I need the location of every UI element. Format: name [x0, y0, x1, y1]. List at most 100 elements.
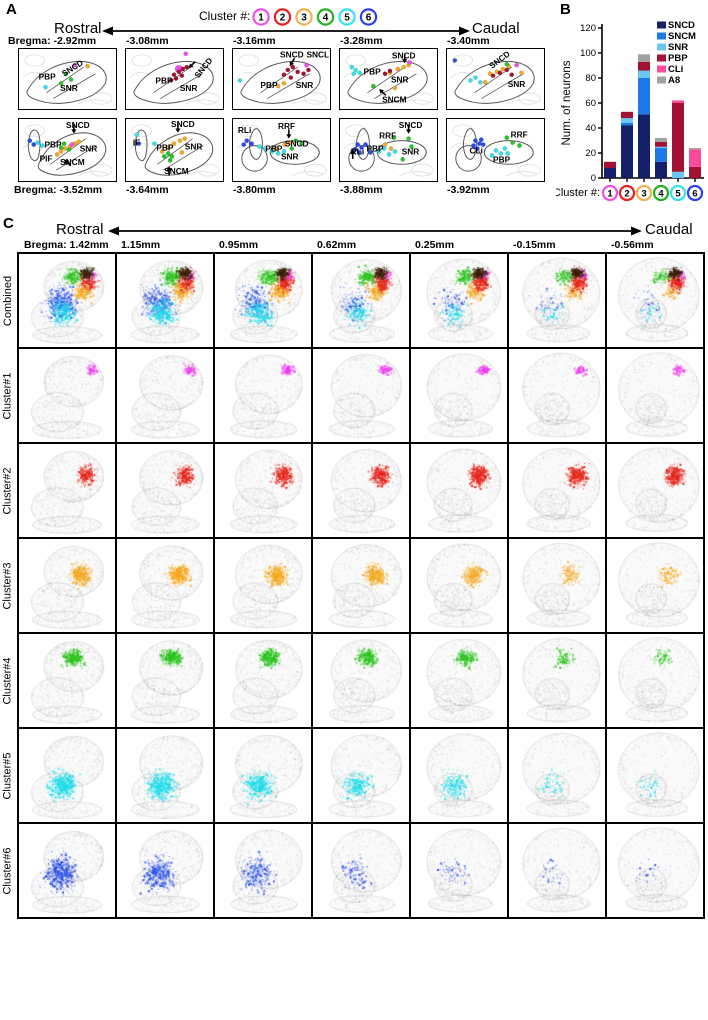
cluster-circle-2: 2 — [618, 184, 636, 202]
neuron-dot — [182, 136, 188, 142]
atlas-section-box: SNCD PBP SNR SNCM — [339, 48, 438, 110]
neuron-dot — [387, 68, 393, 74]
brain-section-cluster3-col5 — [411, 539, 507, 632]
legend-swatch — [657, 54, 666, 62]
neuron-dot — [165, 145, 171, 150]
region-label: RRF — [511, 130, 528, 140]
bar-segment-SNR — [638, 70, 650, 78]
bar-segment-PBP — [638, 61, 650, 71]
region-label: RRF — [278, 121, 295, 131]
bar-segment-SNCD — [621, 125, 633, 178]
bar-segment-SNCD — [638, 114, 650, 179]
neuron-dot — [69, 142, 75, 147]
neuron-dot — [281, 72, 287, 77]
brain-section-cluster4-col2 — [117, 634, 213, 727]
brain-section-cluster4-col1 — [19, 634, 115, 727]
neuron-dot — [468, 78, 473, 83]
neuron-dot — [167, 157, 173, 163]
neuron-dot — [391, 135, 397, 141]
neuron-dot — [514, 62, 519, 68]
region-label: SNR — [180, 84, 198, 93]
neuron-dot — [159, 149, 165, 154]
neuron-dot — [517, 143, 522, 148]
neuron-dot — [301, 71, 306, 77]
row-label-combined: Combined — [2, 275, 15, 326]
bar-segment-PBP — [604, 161, 616, 169]
bregma-label: -3.88mm — [340, 184, 383, 196]
bregma-label: -3.80mm — [233, 184, 276, 196]
bar-segment-SNR — [655, 146, 667, 149]
brain-section-cluster6-col4 — [313, 824, 409, 917]
neuron-dot — [72, 62, 78, 68]
row-label-cluster4: Cluster#4 — [2, 656, 15, 705]
brain-section-cluster4-col4 — [313, 634, 409, 727]
region-label: PBP — [364, 68, 382, 77]
bregma-label: -3.16mm — [233, 35, 276, 47]
neuron-dot — [76, 139, 82, 144]
region-label: SNCD — [392, 52, 416, 61]
neuron-dot — [352, 147, 358, 152]
neuron-dot — [152, 141, 157, 146]
neuron-count-bar-chart: 0 20 40 60 80 100 120 Num. of neurons SNCDSNCMSN… — [556, 20, 704, 202]
neuron-dot — [351, 71, 357, 77]
brain-section-combined-col1 — [19, 254, 115, 347]
region-label: SNR — [281, 151, 299, 161]
svg-text:6: 6 — [366, 12, 372, 23]
bregma-label: Bregma: -2.92mm — [8, 35, 97, 47]
brain-section-cluster3-col4 — [313, 539, 409, 632]
brain-section-cluster5-col5 — [411, 729, 507, 822]
neuron-dot — [510, 140, 515, 145]
pointer-arrow — [166, 166, 172, 176]
neuron-dot — [306, 67, 311, 73]
region-label: SNCD — [171, 119, 195, 129]
neuron-dot — [376, 149, 382, 154]
bregma-label: -3.92mm — [447, 184, 490, 196]
neuron-dot — [288, 75, 294, 80]
neuron-dot — [471, 143, 476, 148]
neuron-dot — [480, 142, 486, 147]
neuron-dot — [359, 145, 364, 150]
brain-section-cluster1-col6 — [509, 349, 605, 442]
neuron-dot — [177, 138, 183, 144]
panel-c-grid — [17, 252, 705, 919]
svg-text:3: 3 — [301, 12, 307, 23]
neuron-dot — [183, 51, 189, 57]
pointer-arrow — [188, 61, 196, 69]
neuron-dot — [40, 143, 45, 148]
region-label: SNR — [296, 81, 314, 90]
neuron-dot — [509, 72, 515, 77]
panel-b: B 0 20 40 60 80 100 120 Num. of neurons SNCD SNCM… — [556, 0, 708, 212]
brain-section-cluster5-col2 — [117, 729, 213, 822]
cluster-circle-1: 1 — [252, 8, 270, 26]
brain-section-cluster1-col3 — [215, 349, 311, 442]
bregma-label: Bregma: -3.52mm — [14, 184, 103, 196]
neuron-dot — [353, 67, 359, 73]
cluster-circle-4: 4 — [316, 8, 335, 26]
brain-section-combined-col3 — [215, 254, 311, 347]
row-label-cluster6: Cluster#6 — [2, 846, 15, 895]
atlas-section-box: SNCD PBP SNR PIF SNCM — [18, 118, 117, 182]
rostral-caudal-arrow-a — [102, 26, 470, 36]
cluster-circle-5: 5 — [338, 8, 356, 26]
brain-section-cluster5-col7 — [607, 729, 703, 822]
y-tick-label: 80 — [585, 73, 596, 84]
neuron-dot — [409, 144, 414, 149]
cluster-circle-4: 4 — [652, 184, 670, 202]
y-tick-label: 20 — [585, 148, 596, 159]
neuron-dot — [68, 77, 74, 82]
neuron-dot — [295, 69, 301, 75]
brain-section-combined-col7 — [607, 254, 703, 347]
neuron-dot — [500, 66, 506, 72]
region-label: PBP — [366, 143, 384, 153]
bregma-label-c: 0.25mm — [415, 239, 455, 251]
neuron-dot — [475, 146, 480, 151]
atlas-section-box: SNCD RRF RLi PBP SNR — [339, 118, 438, 182]
cluster-circle-3: 3 — [295, 8, 313, 26]
row-label-cluster5: Cluster#5 — [2, 751, 15, 800]
neuron-dot — [452, 58, 458, 63]
bregma-label: -3.28mm — [340, 35, 383, 47]
neuron-dot — [282, 142, 288, 147]
row-label-cluster3: Cluster#3 — [2, 561, 15, 610]
brain-section-cluster5-col1 — [19, 729, 115, 822]
brain-section-cluster3-col1 — [19, 539, 115, 632]
